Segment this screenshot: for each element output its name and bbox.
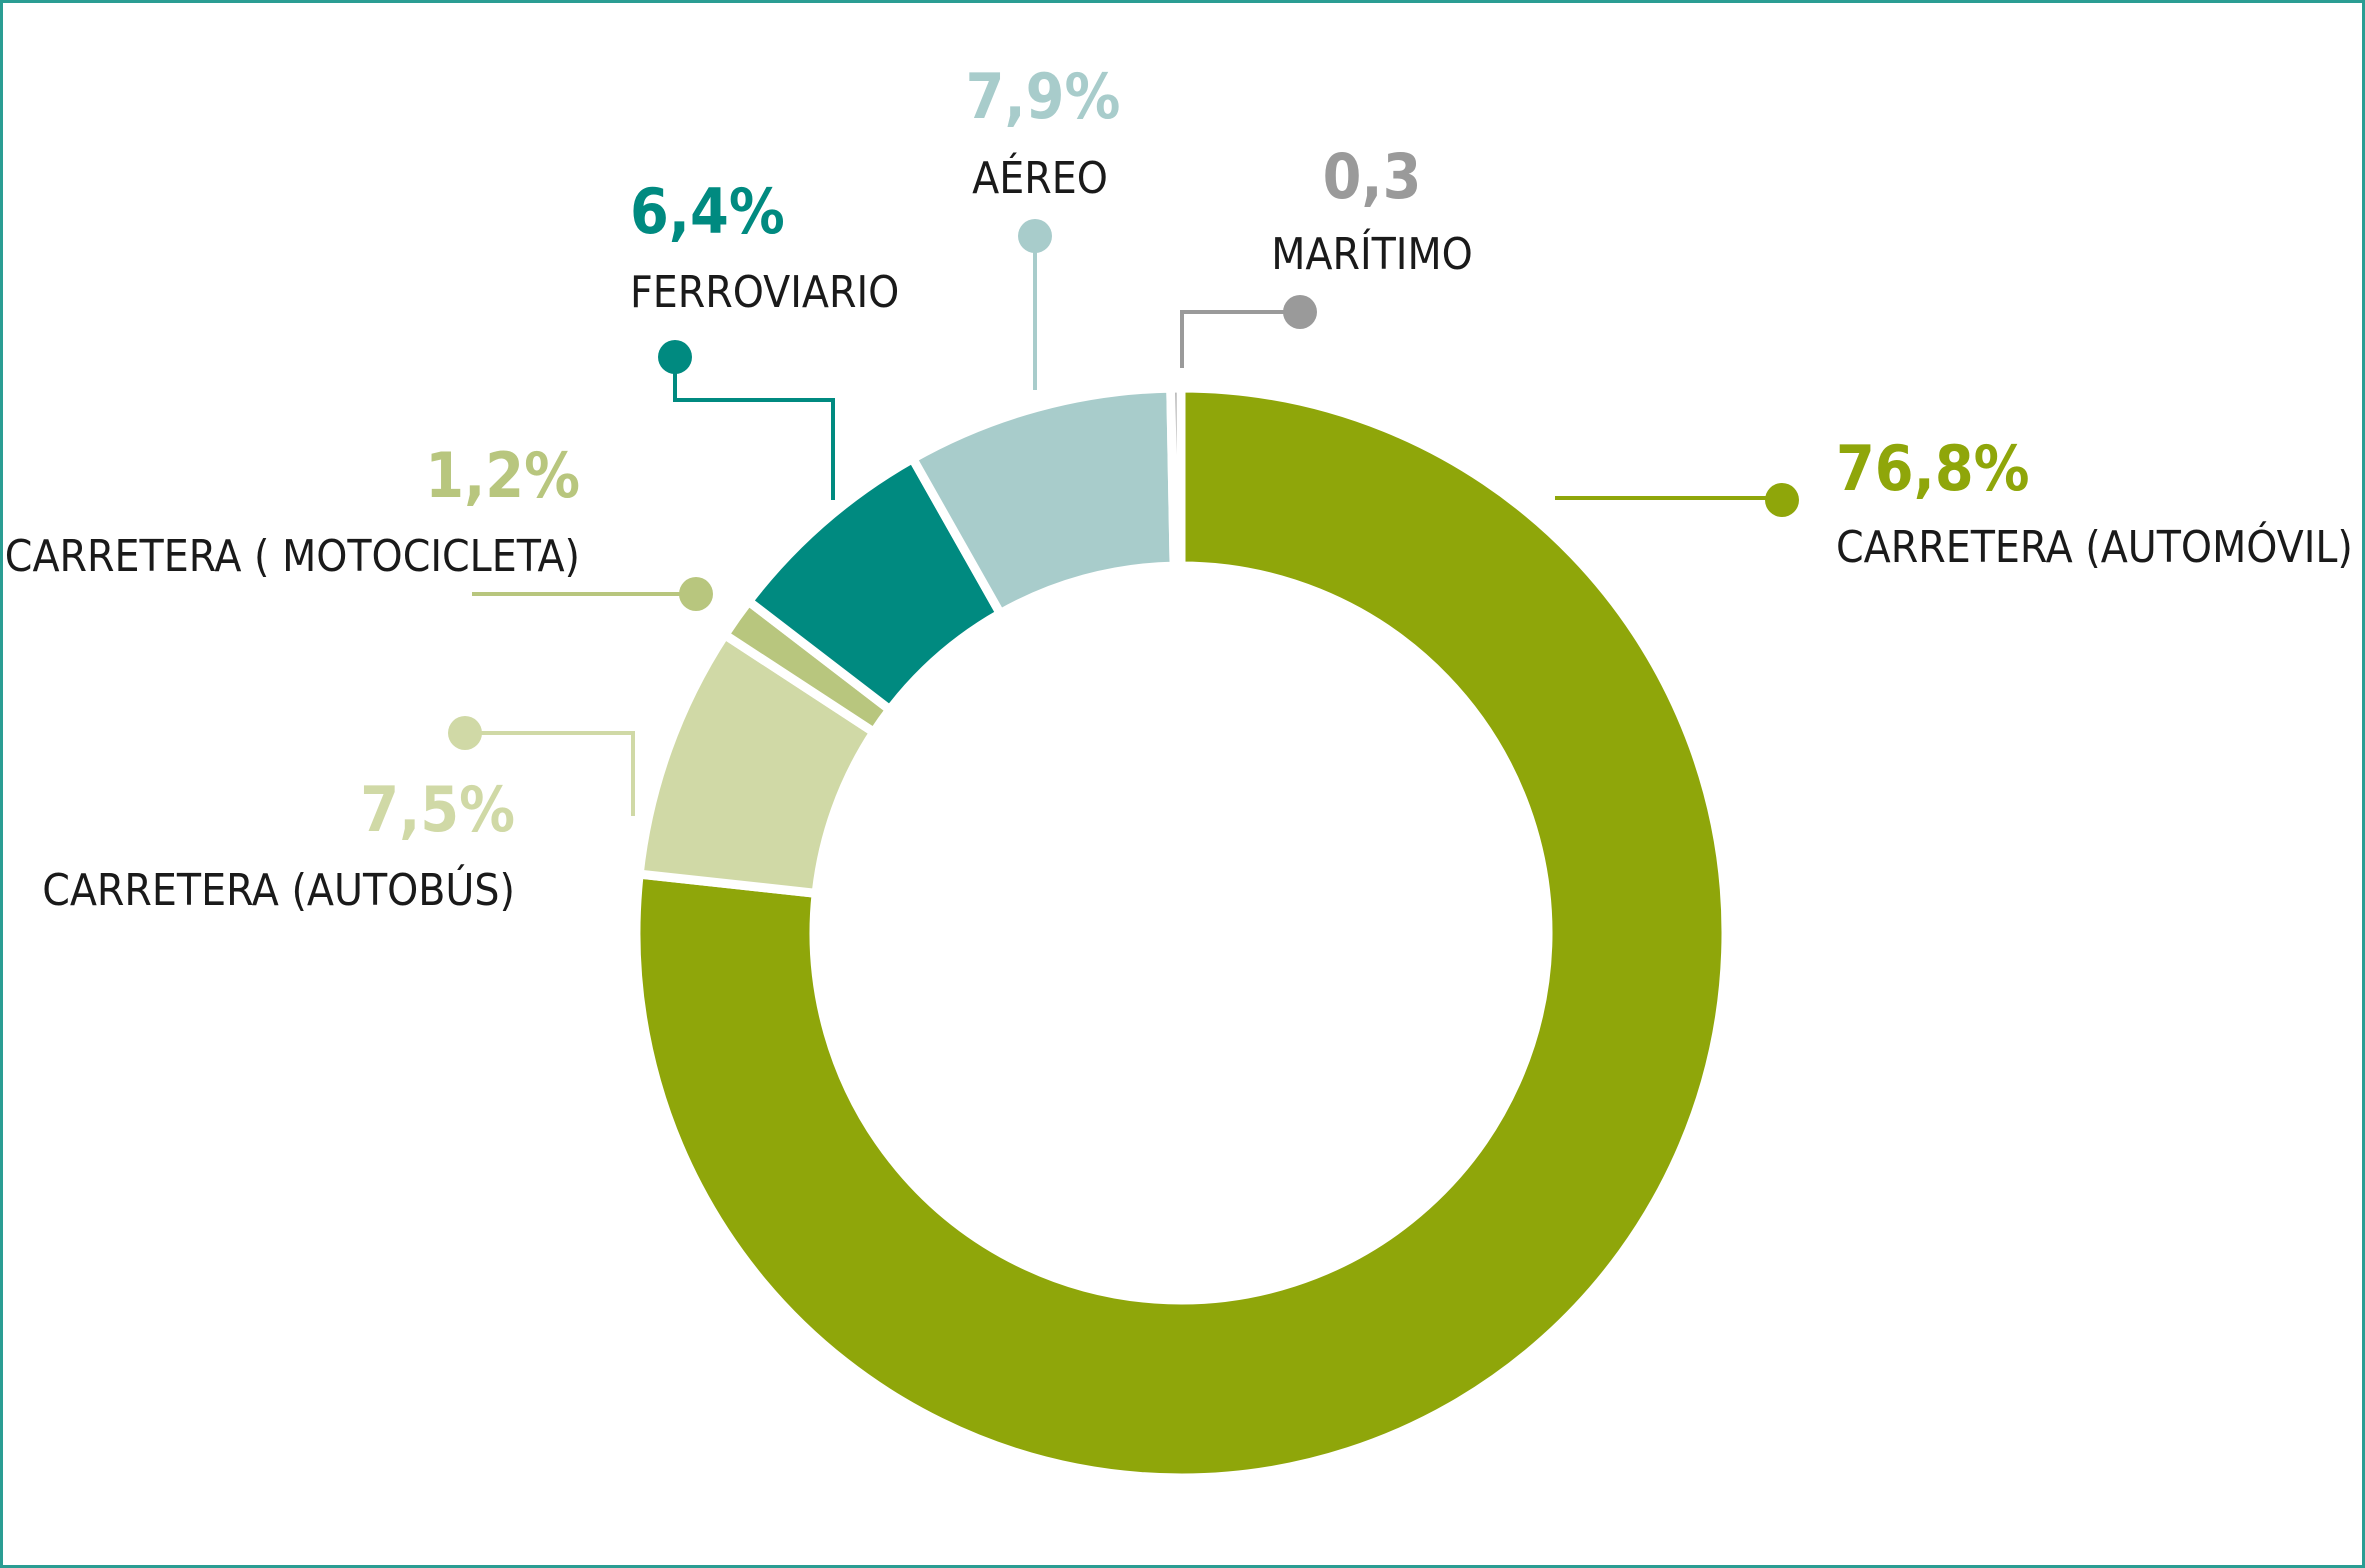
category-label-aereo: AÉREO [972, 151, 1108, 204]
marker-dot-autobus [448, 716, 482, 750]
slice-automovil [631, 383, 1731, 1483]
value-label-motocicleta: 1,2% [425, 439, 580, 512]
category-label-automovil: CARRETERA (AUTOMÓVIL) [1836, 520, 2353, 573]
donut-slices [631, 383, 1731, 1483]
marker-dot-aereo [1018, 219, 1052, 253]
category-label-maritimo: MARÍTIMO [1271, 227, 1473, 280]
value-label-autobus: 7,5% [360, 773, 515, 846]
callout-ferroviario: 6,4% FERROVIARIO [630, 175, 899, 500]
category-label-autobus: CARRETERA (AUTOBÚS) [42, 863, 515, 916]
callout-aereo: 7,9% AÉREO [966, 60, 1121, 390]
value-label-ferroviario: 6,4% [630, 175, 785, 248]
marker-dot-motocicleta [679, 577, 713, 611]
marker-dot-automovil [1765, 483, 1799, 517]
callout-maritimo: 0,3 MARÍTIMO [1180, 140, 1473, 368]
value-label-maritimo: 0,3 [1323, 140, 1422, 213]
marker-dot-ferroviario [658, 340, 692, 374]
leader-line-maritimo [1180, 310, 1300, 368]
leader-line-autobus [465, 731, 635, 816]
callout-motocicleta: 1,2% CARRETERA ( MOTOCICLETA) [5, 439, 713, 611]
slice-maritimo [1166, 383, 1186, 571]
marker-dot-maritimo [1283, 295, 1317, 329]
value-label-automovil: 76,8% [1836, 432, 2030, 505]
value-label-aereo: 7,9% [966, 60, 1121, 133]
category-label-motocicleta: CARRETERA ( MOTOCICLETA) [5, 531, 580, 582]
callout-automovil: 76,8% CARRETERA (AUTOMÓVIL) [1555, 432, 2353, 573]
category-label-ferroviario: FERROVIARIO [630, 267, 899, 318]
callout-autobus: 7,5% CARRETERA (AUTOBÚS) [42, 716, 635, 916]
leader-line-ferroviario [673, 358, 835, 500]
